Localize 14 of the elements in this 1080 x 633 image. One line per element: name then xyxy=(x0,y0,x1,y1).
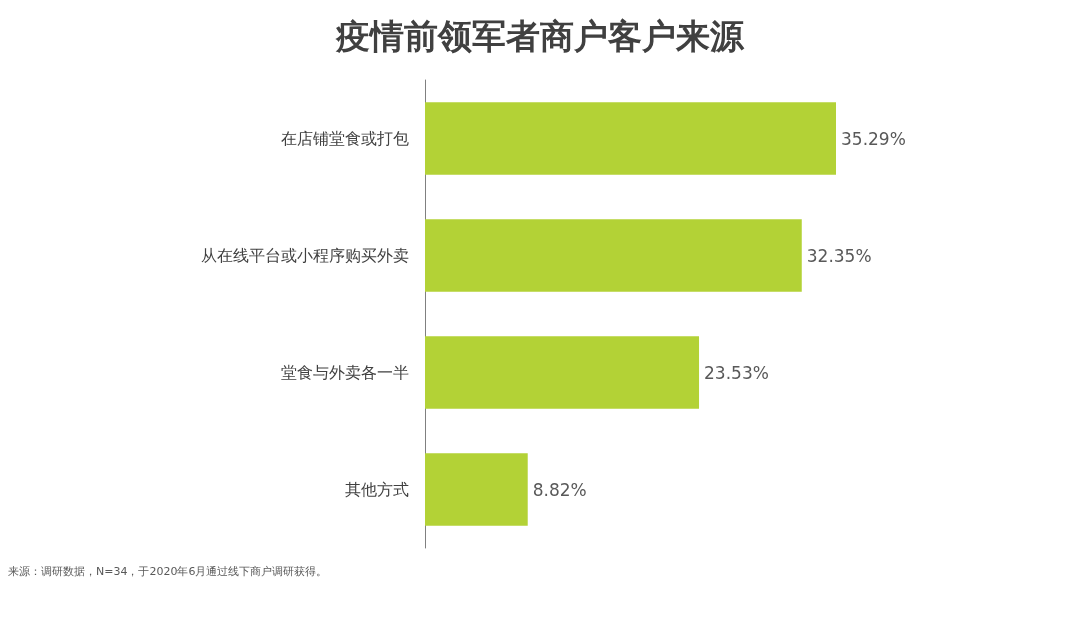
bar xyxy=(425,219,802,292)
data-label: 23.53% xyxy=(704,362,769,383)
y-tick-label: 堂食与外卖各一半 xyxy=(281,363,409,382)
y-tick-label: 在店铺堂食或打包 xyxy=(281,129,409,148)
source-note: 来源：调研数据，N=34，于2020年6月通过线下商户调研获得。 xyxy=(8,565,328,578)
data-label: 8.82% xyxy=(532,479,587,500)
chart-title: 疫情前领军者商户客户来源 xyxy=(335,16,745,56)
bar xyxy=(425,336,700,409)
bar xyxy=(425,102,836,175)
y-tick-label: 从在线平台或小程序购买外卖 xyxy=(201,246,409,265)
y-tick-label: 其他方式 xyxy=(345,480,409,499)
data-label: 35.29% xyxy=(841,128,906,149)
bar xyxy=(425,453,528,526)
data-label: 32.35% xyxy=(806,245,872,266)
